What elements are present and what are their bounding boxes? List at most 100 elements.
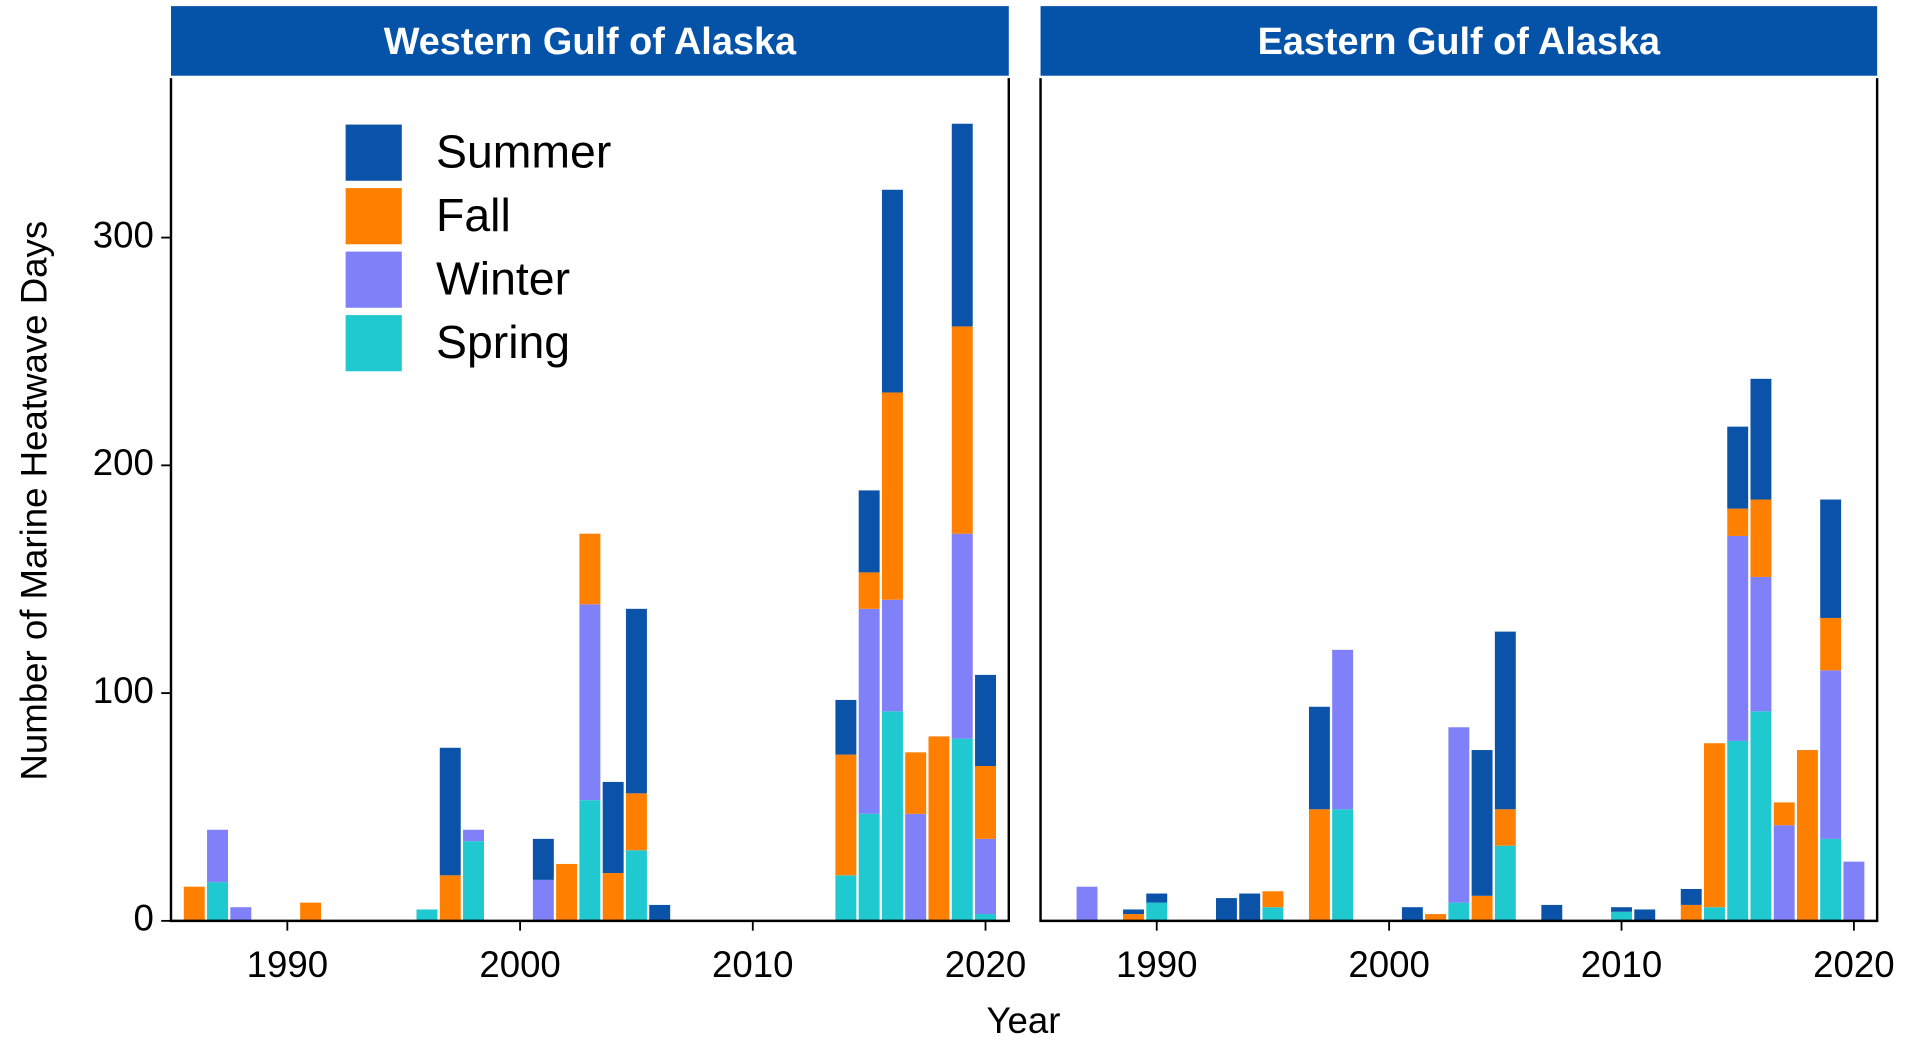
bar-segment — [1494, 809, 1516, 846]
bar-segment — [881, 711, 903, 921]
bar-segment — [1471, 895, 1493, 921]
bar-segment — [1123, 914, 1144, 921]
bar-segment — [439, 747, 461, 876]
panel-title: Eastern Gulf of Alaska — [1258, 21, 1661, 63]
bar-segment — [928, 736, 950, 921]
bar-segment — [1448, 727, 1470, 903]
bar-segment — [625, 850, 647, 921]
bar-segment — [1216, 898, 1237, 921]
bar-segment — [951, 326, 973, 534]
bar-segment — [602, 781, 624, 874]
bar-segment — [1541, 904, 1563, 921]
legend-label: Summer — [436, 125, 611, 177]
bar-segment — [463, 829, 484, 842]
bar-segment — [975, 838, 996, 915]
bar-segment — [1704, 743, 1725, 908]
bar-segment — [1750, 711, 1772, 921]
bar-segment — [1308, 809, 1330, 921]
bar-segment — [951, 123, 973, 327]
bar-segment — [1680, 888, 1702, 905]
bar-segment — [1146, 893, 1168, 903]
bar-segment — [532, 879, 554, 921]
bar-segment — [579, 800, 601, 921]
bar-segment — [951, 738, 973, 921]
legend-label: Fall — [436, 189, 511, 241]
bar-segment — [1727, 535, 1749, 741]
bar-segment — [1820, 838, 1842, 921]
x-tick-label: 1990 — [247, 944, 328, 985]
bar-segment — [1123, 909, 1144, 915]
bar-segment — [881, 392, 903, 600]
bar-segment — [1611, 911, 1632, 921]
y-tick-label: 300 — [93, 214, 154, 255]
bar-segment — [602, 873, 624, 921]
bar-segment — [1796, 750, 1818, 921]
bar-segment — [1820, 670, 1842, 839]
panel-frame — [169, 78, 1011, 923]
bar-segment — [1239, 893, 1261, 921]
panel-title: Western Gulf of Alaska — [384, 21, 797, 63]
bar-segment — [1262, 907, 1284, 921]
bar-segment — [556, 863, 578, 921]
bar-segment — [1820, 617, 1842, 671]
legend-label: Winter — [436, 252, 570, 304]
bar-segment — [1773, 802, 1795, 826]
x-tick-label: 2010 — [712, 944, 793, 985]
bar-segment — [1146, 902, 1168, 921]
bar-segment — [230, 907, 252, 921]
bar-segment — [1332, 809, 1354, 921]
bar-segment — [1262, 891, 1284, 908]
bar-segment — [881, 189, 903, 393]
bar-segment — [1494, 845, 1516, 921]
bar-segment — [532, 838, 554, 880]
legend-label: Spring — [436, 316, 570, 368]
bar-segment — [1704, 907, 1725, 921]
bar-segment — [1680, 904, 1702, 921]
bar-segment — [1843, 861, 1865, 921]
legend-swatch — [345, 188, 402, 245]
bar-segment — [439, 875, 461, 921]
bar-segment — [835, 754, 857, 876]
x-axis-label: Year — [986, 1000, 1060, 1041]
bar-segment — [625, 608, 647, 794]
x-tick-label: 2010 — [1581, 944, 1662, 985]
bar-segment — [1471, 750, 1493, 896]
bar-segment — [1076, 886, 1098, 921]
bar-segment — [858, 572, 880, 609]
bar-segment — [1727, 508, 1749, 536]
bar-segment — [975, 914, 996, 921]
bar-segment — [416, 909, 438, 921]
bar-segment — [881, 599, 903, 712]
bar-segment — [975, 674, 996, 766]
bar-segment — [183, 886, 205, 921]
bar-segment — [1750, 576, 1772, 712]
bar-segment — [1611, 907, 1632, 912]
legend-swatch — [345, 251, 402, 308]
bar-segment — [649, 904, 671, 921]
legend-swatch — [345, 124, 402, 181]
bar-segment — [625, 793, 647, 851]
bar-segment — [835, 699, 857, 755]
legend-swatch — [345, 315, 402, 372]
bar-segment — [207, 829, 228, 883]
bar-segment — [1727, 740, 1749, 921]
bar-segment — [1425, 914, 1447, 921]
bar-segment — [1773, 825, 1795, 921]
bar-segment — [207, 882, 228, 921]
panel-header — [170, 6, 1009, 76]
bar-segment — [975, 765, 996, 839]
bar-segment — [858, 490, 880, 573]
bar-segment — [905, 813, 927, 921]
bar-segment — [1332, 649, 1354, 810]
bar-segment — [463, 841, 484, 921]
x-tick-label: 2000 — [1348, 944, 1429, 985]
x-tick-label: 2020 — [945, 944, 1026, 985]
y-tick-label: 0 — [134, 898, 154, 939]
panel-header — [1040, 6, 1878, 76]
bar-segment — [1727, 426, 1749, 509]
bar-segment — [858, 608, 880, 814]
y-tick-label: 100 — [93, 670, 154, 711]
bar-segment — [951, 533, 973, 739]
bar-segment — [835, 875, 857, 921]
bar-segment — [1401, 907, 1423, 921]
